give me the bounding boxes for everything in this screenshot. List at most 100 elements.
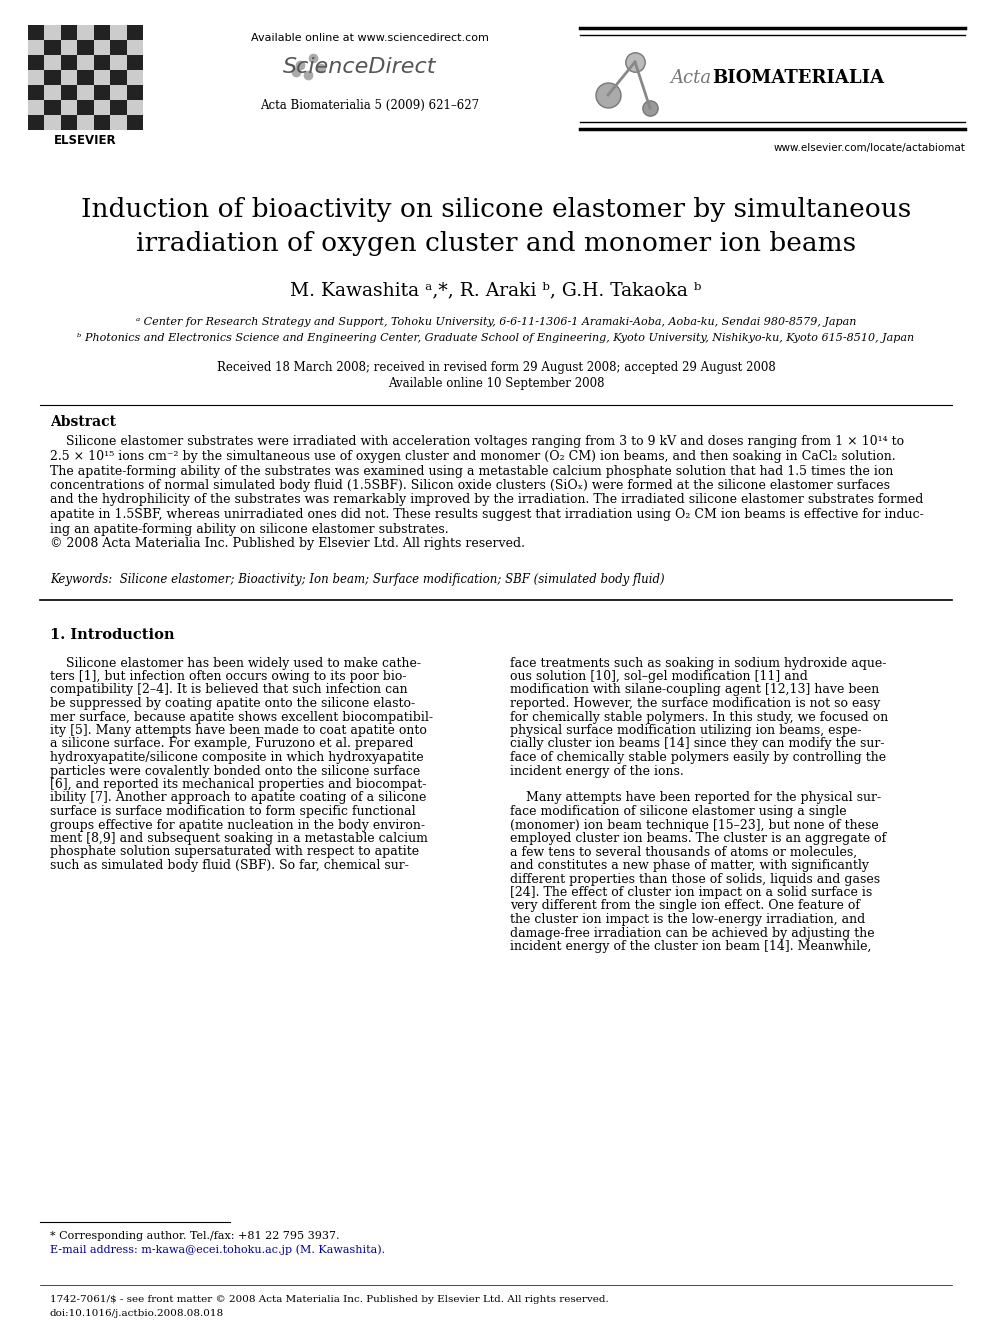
Bar	[45, 101, 61, 115]
Bar	[127, 70, 143, 85]
Bar	[93, 25, 110, 40]
Text: Keywords:  Silicone elastomer; Bioactivity; Ion beam; Surface modification; SBF : Keywords: Silicone elastomer; Bioactivit…	[50, 573, 665, 586]
Text: 1. Introduction: 1. Introduction	[50, 628, 175, 642]
Bar	[28, 85, 45, 101]
Text: different properties than those of solids, liquids and gases: different properties than those of solid…	[510, 872, 880, 885]
Text: doi:10.1016/j.actbio.2008.08.018: doi:10.1016/j.actbio.2008.08.018	[50, 1308, 224, 1318]
Text: ters [1], but infection often occurs owing to its poor bio-: ters [1], but infection often occurs owi…	[50, 669, 407, 683]
Bar	[61, 40, 77, 56]
Text: and constitutes a new phase of matter, with significantly: and constitutes a new phase of matter, w…	[510, 859, 869, 872]
Bar	[28, 115, 45, 130]
Bar	[61, 101, 77, 115]
Text: Silicone elastomer has been widely used to make cathe-: Silicone elastomer has been widely used …	[50, 656, 421, 669]
Text: employed cluster ion beams. The cluster is an aggregate of: employed cluster ion beams. The cluster …	[510, 832, 886, 845]
Text: and the hydrophilicity of the substrates was remarkably improved by the irradiat: and the hydrophilicity of the substrates…	[50, 493, 924, 507]
Bar	[45, 40, 61, 56]
Bar	[45, 56, 61, 70]
Text: M. Kawashita ᵃ,*, R. Araki ᵇ, G.H. Takaoka ᵇ: M. Kawashita ᵃ,*, R. Araki ᵇ, G.H. Takao…	[291, 280, 701, 299]
Text: damage-free irradiation can be achieved by adjusting the: damage-free irradiation can be achieved …	[510, 926, 875, 939]
Bar	[45, 25, 61, 40]
Bar	[45, 85, 61, 101]
Text: a silicone surface. For example, Furuzono et al. prepared: a silicone surface. For example, Furuzon…	[50, 737, 414, 750]
Bar	[93, 85, 110, 101]
Text: reported. However, the surface modification is not so easy: reported. However, the surface modificat…	[510, 697, 880, 710]
Text: ᵇ Photonics and Electronics Science and Engineering Center, Graduate School of E: ᵇ Photonics and Electronics Science and …	[77, 333, 915, 343]
Text: phosphate solution supersaturated with respect to apatite: phosphate solution supersaturated with r…	[50, 845, 420, 859]
Text: Many attempts have been reported for the physical sur-: Many attempts have been reported for the…	[510, 791, 881, 804]
Text: Acta Biomaterialia 5 (2009) 621–627: Acta Biomaterialia 5 (2009) 621–627	[261, 98, 479, 111]
Bar	[28, 25, 45, 40]
Text: irradiation of oxygen cluster and monomer ion beams: irradiation of oxygen cluster and monome…	[136, 230, 856, 255]
Bar	[77, 101, 93, 115]
Text: hydroxyapatite/silicone composite in which hydroxyapatite: hydroxyapatite/silicone composite in whi…	[50, 751, 424, 763]
Text: Induction of bioactivity on silicone elastomer by simultaneous: Induction of bioactivity on silicone ela…	[81, 197, 911, 222]
Bar	[28, 101, 45, 115]
Text: very different from the single ion effect. One feature of: very different from the single ion effec…	[510, 900, 860, 913]
Text: ous solution [10], sol–gel modification [11] and: ous solution [10], sol–gel modification …	[510, 669, 807, 683]
Bar	[127, 101, 143, 115]
Bar	[28, 40, 45, 56]
Bar	[110, 101, 127, 115]
Bar	[77, 115, 93, 130]
Bar	[93, 56, 110, 70]
Bar	[77, 25, 93, 40]
Bar	[110, 25, 127, 40]
Bar	[93, 115, 110, 130]
Text: particles were covalently bonded onto the silicone surface: particles were covalently bonded onto th…	[50, 765, 421, 778]
Text: physical surface modification utilizing ion beams, espe-: physical surface modification utilizing …	[510, 724, 861, 737]
Text: E-mail address: m-kawa@ecei.tohoku.ac.jp (M. Kawashita).: E-mail address: m-kawa@ecei.tohoku.ac.jp…	[50, 1245, 385, 1256]
Text: 1742-7061/$ - see front matter © 2008 Acta Materialia Inc. Published by Elsevier: 1742-7061/$ - see front matter © 2008 Ac…	[50, 1294, 609, 1303]
Bar	[61, 115, 77, 130]
Bar	[110, 85, 127, 101]
Bar	[28, 70, 45, 85]
Text: ELSEVIER: ELSEVIER	[54, 134, 116, 147]
Bar	[45, 115, 61, 130]
Bar	[45, 70, 61, 85]
Text: the cluster ion impact is the low-energy irradiation, and: the cluster ion impact is the low-energy…	[510, 913, 865, 926]
Text: The apatite-forming ability of the substrates was examined using a metastable ca: The apatite-forming ability of the subst…	[50, 464, 894, 478]
Text: Abstract: Abstract	[50, 415, 116, 429]
Bar	[61, 70, 77, 85]
Text: ment [8,9] and subsequent soaking in a metastable calcium: ment [8,9] and subsequent soaking in a m…	[50, 832, 428, 845]
Text: BIOMATERIALIA: BIOMATERIALIA	[712, 69, 884, 87]
Bar	[127, 56, 143, 70]
Text: 2.5 × 10¹⁵ ions cm⁻² by the simultaneous use of oxygen cluster and monomer (O₂ C: 2.5 × 10¹⁵ ions cm⁻² by the simultaneous…	[50, 450, 896, 463]
Bar	[127, 25, 143, 40]
Bar	[127, 40, 143, 56]
Bar	[61, 25, 77, 40]
Text: * Corresponding author. Tel./fax: +81 22 795 3937.: * Corresponding author. Tel./fax: +81 22…	[50, 1230, 339, 1241]
Bar	[93, 101, 110, 115]
Text: incident energy of the ions.: incident energy of the ions.	[510, 765, 683, 778]
Text: ScienceDirect: ScienceDirect	[284, 57, 436, 77]
Text: Received 18 March 2008; received in revised form 29 August 2008; accepted 29 Aug: Received 18 March 2008; received in revi…	[216, 361, 776, 374]
Text: face modification of silicone elastomer using a single: face modification of silicone elastomer …	[510, 804, 846, 818]
Text: ibility [7]. Another approach to apatite coating of a silicone: ibility [7]. Another approach to apatite…	[50, 791, 427, 804]
Text: surface is surface modification to form specific functional: surface is surface modification to form …	[50, 804, 416, 818]
Text: www.elsevier.com/locate/actabiomat: www.elsevier.com/locate/actabiomat	[773, 143, 965, 153]
Text: ing an apatite-forming ability on silicone elastomer substrates.: ing an apatite-forming ability on silico…	[50, 523, 448, 536]
Bar	[110, 70, 127, 85]
Bar	[127, 85, 143, 101]
Text: compatibility [2–4]. It is believed that such infection can: compatibility [2–4]. It is believed that…	[50, 684, 408, 696]
Text: modification with silane-coupling agent [12,13] have been: modification with silane-coupling agent …	[510, 684, 879, 696]
Text: [6], and reported its mechanical properties and biocompat-: [6], and reported its mechanical propert…	[50, 778, 427, 791]
Text: be suppressed by coating apatite onto the silicone elasto-: be suppressed by coating apatite onto th…	[50, 697, 415, 710]
Text: [24]. The effect of cluster ion impact on a solid surface is: [24]. The effect of cluster ion impact o…	[510, 886, 872, 900]
Text: apatite in 1.5SBF, whereas unirradiated ones did not. These results suggest that: apatite in 1.5SBF, whereas unirradiated …	[50, 508, 924, 521]
Bar	[61, 56, 77, 70]
Text: face of chemically stable polymers easily by controlling the: face of chemically stable polymers easil…	[510, 751, 886, 763]
Text: Silicone elastomer substrates were irradiated with acceleration voltages ranging: Silicone elastomer substrates were irrad…	[50, 435, 904, 448]
Bar	[93, 40, 110, 56]
Text: Available online 10 September 2008: Available online 10 September 2008	[388, 377, 604, 390]
Bar	[77, 40, 93, 56]
Text: Acta: Acta	[670, 69, 711, 87]
Text: ᵃ Center for Research Strategy and Support, Tohoku University, 6-6-11-1306-1 Ara: ᵃ Center for Research Strategy and Suppo…	[136, 318, 856, 327]
Text: face treatments such as soaking in sodium hydroxide aque-: face treatments such as soaking in sodiu…	[510, 656, 887, 669]
Bar	[77, 56, 93, 70]
Text: Available online at www.sciencedirect.com: Available online at www.sciencedirect.co…	[251, 33, 489, 44]
Text: for chemically stable polymers. In this study, we focused on: for chemically stable polymers. In this …	[510, 710, 888, 724]
Text: such as simulated body fluid (SBF). So far, chemical sur-: such as simulated body fluid (SBF). So f…	[50, 859, 409, 872]
Text: incident energy of the cluster ion beam [14]. Meanwhile,: incident energy of the cluster ion beam …	[510, 941, 871, 953]
Bar	[127, 115, 143, 130]
Text: groups effective for apatite nucleation in the body environ-: groups effective for apatite nucleation …	[50, 819, 425, 831]
